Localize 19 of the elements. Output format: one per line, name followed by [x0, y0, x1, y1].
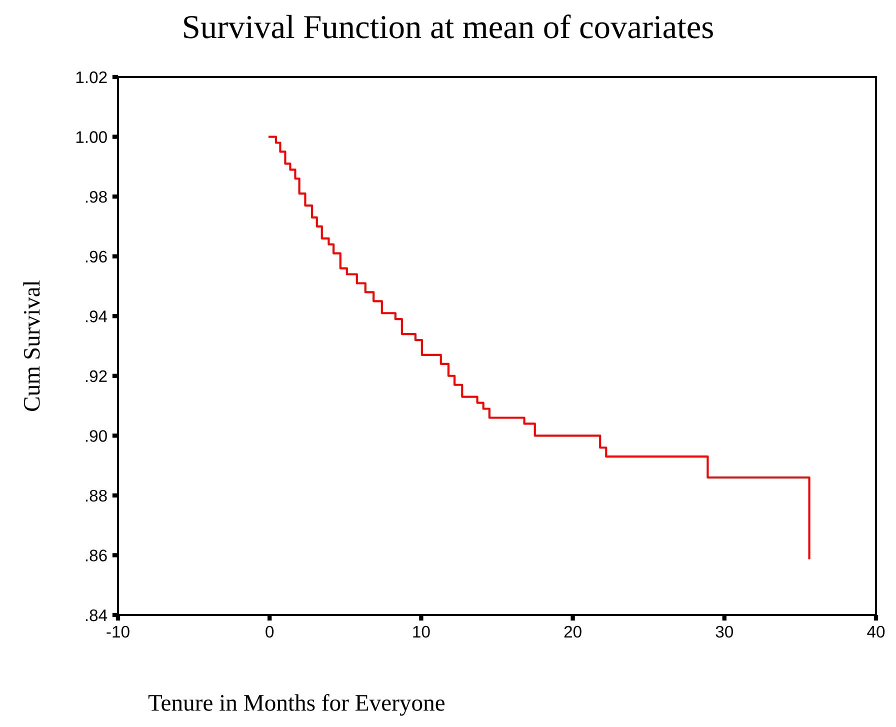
y-tick-label: 1.02 — [76, 71, 107, 84]
y-tick-label: .92 — [86, 370, 107, 382]
x-tick-label: 10 — [413, 626, 430, 638]
y-tick-label: .94 — [86, 310, 108, 322]
x-tick-label: 40 — [867, 626, 885, 638]
chart-title: Survival Function at mean of covariates — [184, 14, 713, 38]
x-tick-label: -10 — [106, 626, 130, 638]
x-tick-label: 30 — [716, 626, 734, 638]
y-tick-label: .88 — [86, 490, 107, 502]
y-tick-label: .84 — [86, 609, 108, 622]
x-tick-label: 0 — [266, 626, 274, 638]
y-tick-label: .90 — [86, 430, 107, 442]
y-tick-label: .96 — [86, 250, 107, 263]
y-tick-label: 1.00 — [76, 131, 107, 143]
x-tick-label: 20 — [564, 626, 582, 638]
y-axis-title: Cum Survival — [23, 280, 40, 411]
y-tick-label: .98 — [86, 190, 107, 203]
x-axis-title: Tenure in Months for Everyone — [148, 694, 445, 716]
y-tick-label: .86 — [86, 550, 107, 562]
